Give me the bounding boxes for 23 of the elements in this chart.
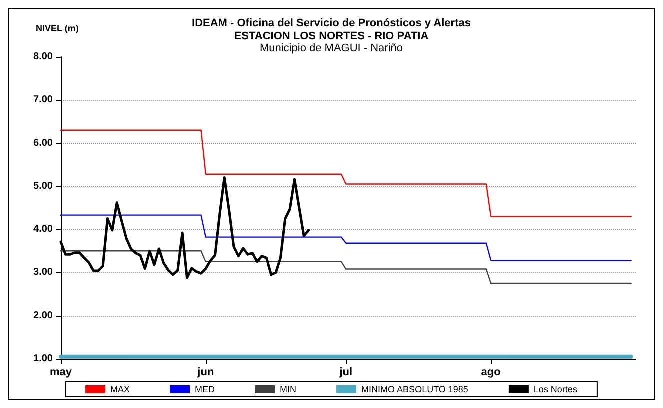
chart-title: IDEAM - Oficina del Servicio de Pronósticos y Alertas	[192, 18, 471, 30]
legend-label: MAX	[110, 384, 130, 394]
chart-subtitle: ESTACION LOS NORTES - RIO PATIA Municipio de MAGUI - Nariño	[234, 30, 429, 54]
y-tick-label: 2.00	[34, 310, 54, 322]
y-tick-label: 6.00	[34, 138, 54, 149]
y-axis-title: NIVEL (m)	[36, 24, 79, 34]
x-tick-label: ago	[481, 366, 502, 378]
x-tick-label: jun	[196, 366, 214, 378]
y-tick-label: 3.00	[34, 267, 54, 278]
y-tick-label: 8.00	[34, 52, 54, 62]
line-series	[60, 250, 632, 284]
line-series	[60, 130, 632, 218]
line-series	[60, 214, 632, 262]
legend-label: MED	[195, 384, 216, 394]
legend-label: MINIMO ABSOLUTO 1985	[362, 384, 468, 394]
y-tick-label: 4.00	[34, 224, 54, 236]
y-tick-label: 5.00	[34, 180, 54, 192]
legend-label: Los Nortes	[534, 384, 578, 394]
y-tick-label: 1.00	[34, 354, 54, 364]
x-tick-label: jul	[338, 366, 353, 378]
y-tick-label: 7.00	[34, 94, 54, 106]
x-tick-label: may	[50, 366, 73, 378]
legend-label: MIN	[280, 384, 297, 394]
